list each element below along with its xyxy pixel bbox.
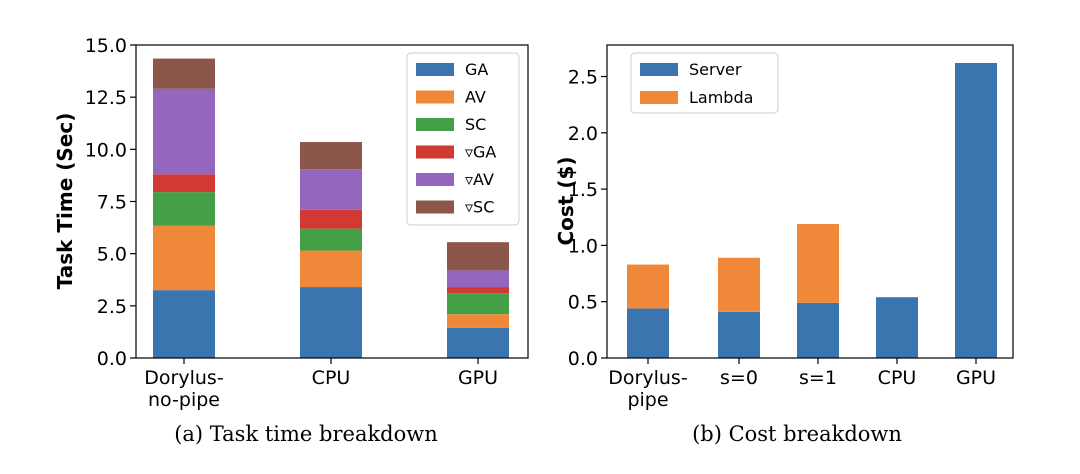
chart-b-xtick-label: GPU <box>956 367 996 389</box>
chart-b-bar-server <box>627 308 669 358</box>
chart-a-legend-label: ▿GA <box>465 143 496 162</box>
chart-b-bar-server <box>876 297 918 358</box>
chart-a-legend-label: ▿AV <box>465 170 494 189</box>
figure: Task Time (Sec) 0.0 2.5 5.0 7.5 10.0 12.5 15.0… <box>0 0 1080 474</box>
chart-b-xtick-label: s=1 <box>799 367 837 389</box>
chart-b-ytick-label: 2.5 <box>568 67 598 89</box>
chart-a-bar-dav <box>447 270 509 287</box>
chart-b-legend-label: Server <box>689 60 742 79</box>
chart-a-bar-sc <box>153 192 215 225</box>
chart-b-xtick-label: Dorylus- <box>608 367 687 389</box>
chart-b-legend-swatch-lambda <box>640 91 678 104</box>
chart-b-bar-server <box>797 303 839 358</box>
chart-a-bar-sc <box>300 229 362 251</box>
chart-a-xtick-label: Dorylus- <box>144 367 223 389</box>
chart-b-ytick-label: 2.0 <box>568 123 598 145</box>
chart-a-legend-box <box>407 53 519 225</box>
chart-b-legend-swatch-server <box>640 63 678 76</box>
chart-a-bar-av <box>447 314 509 328</box>
chart-a-ytick-label: 5.0 <box>97 244 127 266</box>
chart-a-bar-dav <box>153 89 215 175</box>
chart-a-ytick-label: 10.0 <box>85 139 127 161</box>
chart-b-xtick-label: pipe <box>627 389 668 411</box>
chart-a-ytick-label: 2.5 <box>97 296 127 318</box>
chart-a-legend-label: ▿SC <box>465 198 494 217</box>
chart-a-caption: (a) Task time breakdown <box>174 422 438 446</box>
chart-a-ytick-label: 15.0 <box>85 35 127 57</box>
chart-a-bar-dga <box>300 210 362 229</box>
chart-a-legend-swatch-dga <box>416 146 454 159</box>
chart-b-bar-lambda <box>718 258 760 312</box>
chart-a-bar-dga <box>153 174 215 192</box>
chart-b-bar-server <box>718 312 760 358</box>
chart-a-legend-swatch-ga <box>416 63 454 76</box>
chart-b-ytick-label: 0.0 <box>568 348 598 370</box>
chart-a-bar-ga <box>447 328 509 358</box>
chart-a-legend-label: AV <box>465 88 486 107</box>
chart-a-bar-dsc <box>153 59 215 89</box>
chart-a-ytick-label: 0.0 <box>97 348 127 370</box>
chart-b-ytick-label: 1.0 <box>568 235 598 257</box>
chart-b-ytick-label: 0.5 <box>568 292 598 314</box>
chart-a-bar-dga <box>447 287 509 293</box>
chart-b-bar-server <box>955 63 997 358</box>
chart-a-legend-label: SC <box>465 115 486 134</box>
chart-a-bar-av <box>300 251 362 288</box>
chart-task-time: Task Time (Sec) 0.0 2.5 5.0 7.5 10.0 12.5 15.0… <box>53 35 528 446</box>
chart-a-bar-dsc <box>300 142 362 169</box>
chart-b-caption: (b) Cost breakdown <box>692 422 902 446</box>
chart-a-bar-ga <box>153 290 215 358</box>
chart-a-legend-label: GA <box>465 60 488 79</box>
chart-a-bar-ga <box>300 287 362 358</box>
chart-b-legend-label: Lambda <box>689 88 753 107</box>
chart-b-xtick-label: CPU <box>878 367 917 389</box>
chart-a-ytick-label: 7.5 <box>97 192 127 214</box>
chart-a-bar-dav <box>300 169 362 210</box>
chart-a-legend-swatch-dsc <box>416 201 454 214</box>
chart-a-xtick-label: GPU <box>458 367 498 389</box>
chart-a-legend-swatch-dav <box>416 173 454 186</box>
chart-a-bar-dsc <box>447 242 509 270</box>
chart-a-xtick-label: CPU <box>312 367 351 389</box>
chart-a-ytick-label: 12.5 <box>85 87 127 109</box>
chart-cost: Cost ($) 0.00.51.01.52.02.5Dorylus-pipes… <box>554 45 1013 446</box>
chart-a-ylabel: Task Time (Sec) <box>53 113 77 290</box>
chart-a-legend-swatch-sc <box>416 118 454 131</box>
chart-a-legend-swatch-av <box>416 91 454 104</box>
chart-b-ytick-label: 1.5 <box>568 179 598 201</box>
chart-b-bar-lambda <box>627 265 669 309</box>
chart-b-xtick-label: s=0 <box>720 367 758 389</box>
chart-a-bar-av <box>153 225 215 290</box>
chart-a-bar-sc <box>447 293 509 314</box>
chart-b-bar-lambda <box>797 224 839 303</box>
chart-a-xtick-label: no-pipe <box>148 389 220 411</box>
